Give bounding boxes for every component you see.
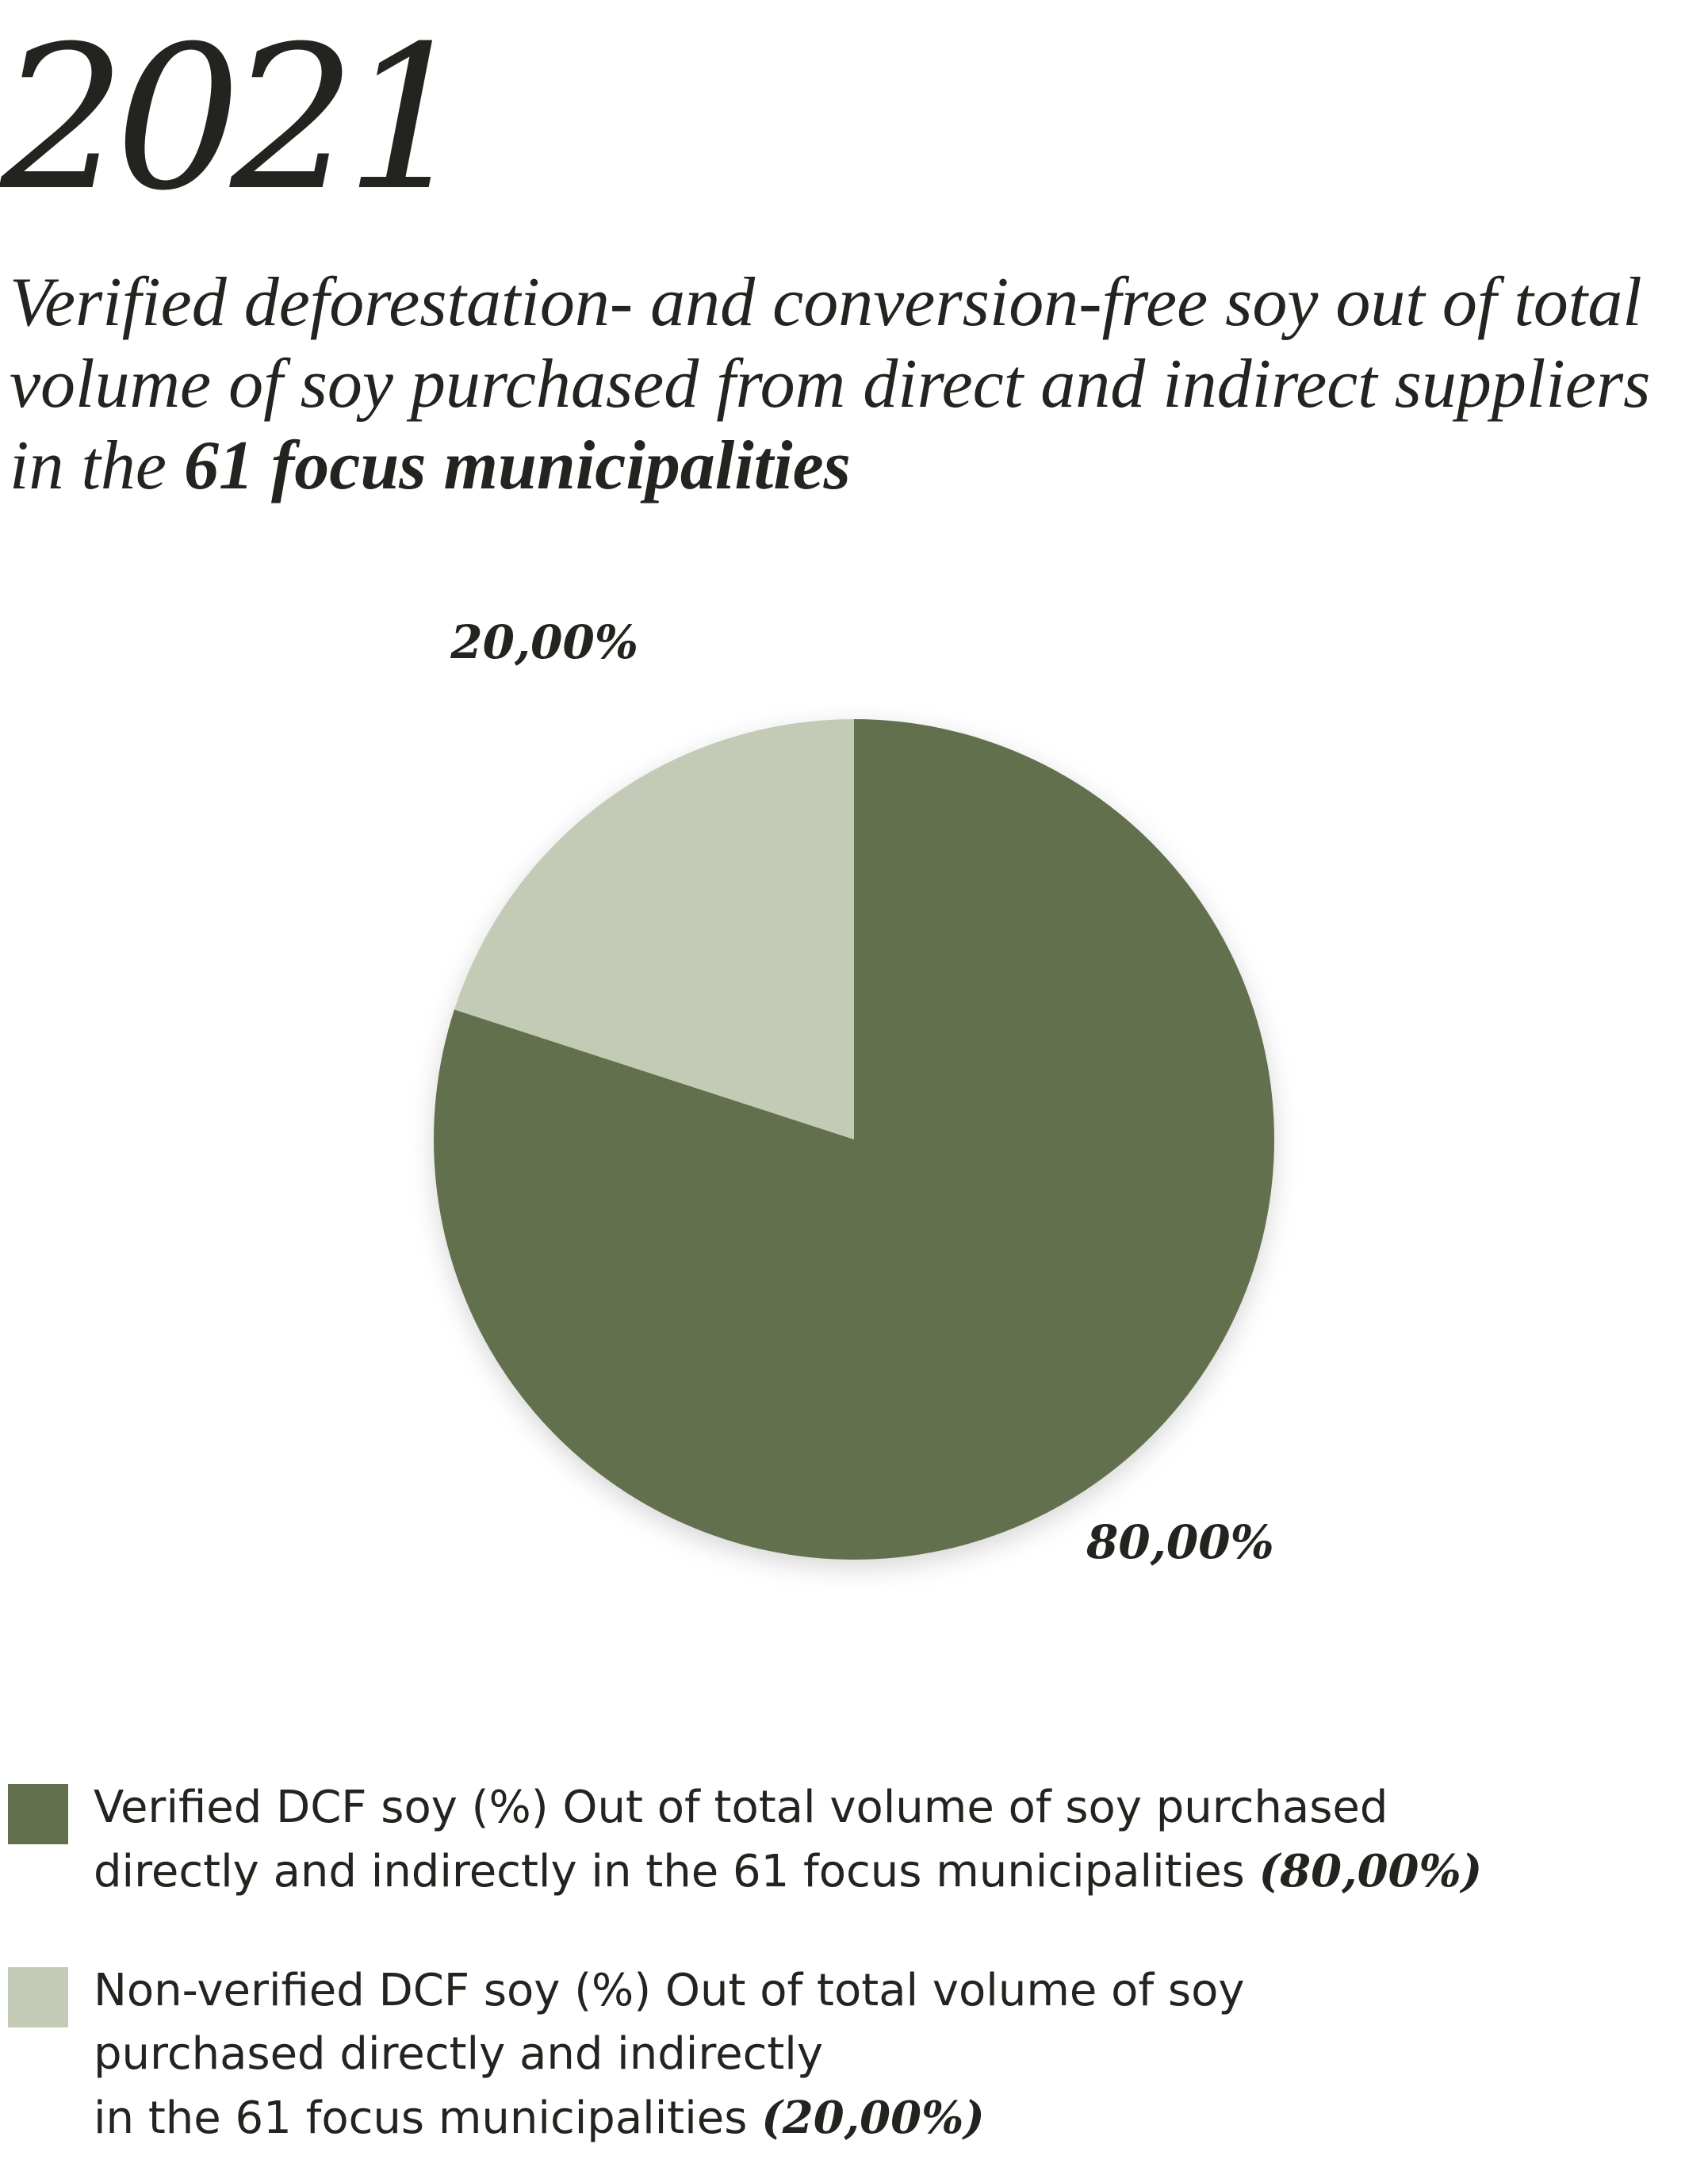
pie-slices <box>433 719 1274 1560</box>
legend-value: (80,00%) <box>1258 1845 1483 1897</box>
chart-title: Verified deforestation- and conversion-f… <box>10 262 1691 507</box>
chart-title-bold: 61 focus municipalities <box>183 427 851 504</box>
legend-line: Verified DCF soy (%) Out of total volume… <box>94 1782 1388 1833</box>
legend-line: directly and indirectly in the 61 focus … <box>94 1846 1245 1897</box>
legend-swatch-non-verified <box>8 1967 68 2027</box>
pie-chart-svg: 80,00% 20,00% <box>433 615 1274 1569</box>
pie-slice-non-verified <box>454 719 854 1139</box>
legend-line-last: in the 61 focus municipalities (20,00%) <box>94 2086 1697 2150</box>
legend-line: purchased directly and indirectly <box>94 2028 824 2080</box>
legend-item-non-verified: Non-verified DCF soy (%) Out of total vo… <box>8 1959 1697 2150</box>
data-label-verified: 80,00% <box>1086 1515 1274 1569</box>
year-heading: 2021 <box>0 3 471 234</box>
chart-title-text: Verified deforestation- and conversion-f… <box>10 264 1651 504</box>
pie-chart: 80,00% 20,00% <box>0 603 1708 1633</box>
legend-line: in the 61 focus municipalities <box>94 2092 748 2144</box>
data-label-non-verified: 20,00% <box>450 615 638 669</box>
pie-slice-verified <box>433 719 1274 1560</box>
legend-line: Non-verified DCF soy (%) Out of total vo… <box>94 1965 1245 2016</box>
legend-text-non-verified: Non-verified DCF soy (%) Out of total vo… <box>94 1959 1697 2150</box>
legend-line-last: directly and indirectly in the 61 focus … <box>94 1840 1697 1904</box>
legend-text-verified: Verified DCF soy (%) Out of total volume… <box>94 1776 1697 1904</box>
legend-item-verified: Verified DCF soy (%) Out of total volume… <box>8 1776 1697 1904</box>
legend-value: (20,00%) <box>761 2092 985 2144</box>
legend: Verified DCF soy (%) Out of total volume… <box>8 1776 1697 2150</box>
legend-swatch-verified <box>8 1784 68 1844</box>
pie-labels: 80,00% 20,00% <box>450 615 1273 1569</box>
